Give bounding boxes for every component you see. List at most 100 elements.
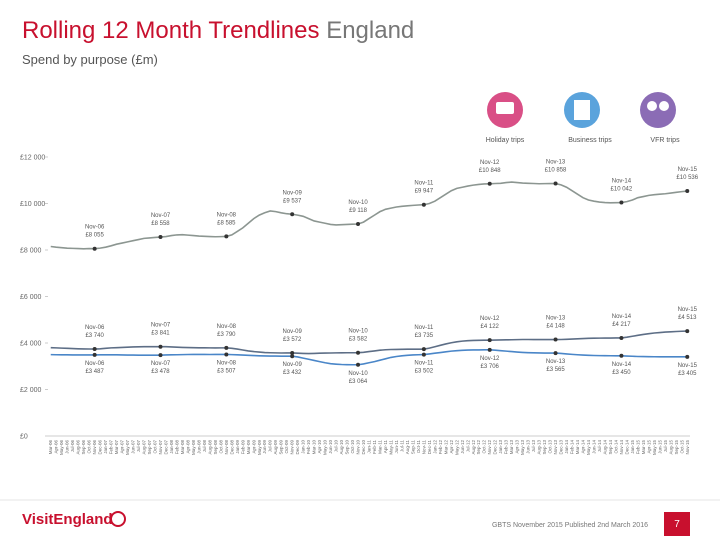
x-tick-label: Apr-11 [383,440,388,454]
annotation-date: Nov-14 [612,314,632,320]
x-tick-label: Mar-12 [443,440,448,455]
x-tick-label: Aug-09 [273,440,278,455]
chart-title: Rolling 12 Month Trendlines England [22,17,414,44]
x-tick-label: Aug-08 [207,440,212,455]
x-tick-label: Feb-12 [438,440,443,455]
x-tick-label: Nov-15 [685,440,690,455]
x-tick-label: Nov-08 [224,440,229,455]
x-tick-label: Aug-13 [537,440,542,455]
x-tick-label: Dec-08 [229,440,234,455]
x-tick-label: Nov-12 [487,440,492,455]
legend-icon-detail [659,101,669,111]
x-tick-label: Mar-11 [377,440,382,454]
x-tick-label: Jun-11 [394,440,399,454]
x-tick-label: Apr-12 [449,440,454,454]
annotation-dot [290,354,295,359]
annotation-date: Nov-15 [678,307,698,313]
x-tick-label: May-06 [59,440,64,456]
series-line [50,349,688,366]
x-tick-label: Oct-12 [482,440,487,454]
x-tick-label: Oct-11 [416,440,421,454]
legend-label: VFR trips [650,137,680,144]
legend-icon-detail [647,101,657,111]
x-tick-label: Nov-14 [619,440,624,455]
x-tick-label: Oct-10 [350,440,355,454]
x-tick-label: Apr-14 [581,440,586,454]
x-tick-label: Aug-07 [142,440,147,455]
annotation-date: Nov-08 [217,360,237,366]
annotation-dot [421,347,426,352]
annotation-value: £9 537 [283,198,302,204]
annotation-date: Nov-10 [348,329,368,335]
annotation-date: Nov-06 [85,361,105,367]
annotation-date: Nov-09 [283,190,303,196]
x-tick-label: Apr-06 [54,440,59,454]
x-tick-label: May-14 [586,440,591,456]
x-tick-label: Oct-09 [284,440,289,454]
annotation-date: Nov-10 [348,371,368,377]
annotation-dot [553,351,558,356]
chart-subtitle: Spend by purpose (£m) [22,52,158,67]
series-line [50,330,688,355]
annotation-value: £3 790 [217,332,236,338]
x-tick-label: Sep-09 [279,440,284,455]
annotation-value: £3 841 [151,331,170,337]
legend-icon-detail [574,100,590,120]
x-tick-label: Aug-12 [471,440,476,455]
title-region: England [326,17,414,44]
annotation-date: Nov-13 [546,160,566,166]
annotation-date: Nov-13 [546,316,566,322]
x-tick-label: Feb-14 [570,440,575,455]
x-tick-label: Jul-07 [136,440,141,453]
x-tick-label: Mar-06 [48,440,53,455]
annotation-date: Nov-15 [678,363,698,369]
annotation-dot [356,350,361,355]
legend-icon [640,92,676,128]
x-tick-label: Feb-13 [504,440,509,455]
x-tick-label: Oct-06 [87,440,92,454]
annotation-dot [685,354,690,359]
annotation-value: £3 432 [283,370,302,376]
x-tick-label: Jan-13 [498,440,503,454]
x-tick-label: Oct-14 [613,440,618,454]
annotation-dot [685,329,690,334]
x-tick-label: Jul-11 [399,440,404,452]
annotation-dot [685,189,690,194]
annotation-date: Nov-14 [612,179,632,185]
x-tick-label: Mar-10 [312,440,317,455]
annotation-value: £4 217 [612,322,631,328]
y-tick-label: £10 000 [20,201,45,208]
x-tick-label: Aug-15 [668,440,673,455]
x-tick-label: Jul-08 [202,440,207,453]
x-tick-label: Aug-14 [602,440,607,455]
x-tick-label: Apr-08 [185,440,190,454]
annotation-dot [224,234,229,239]
annotation-dot [92,246,97,251]
x-tick-label: Mar-07 [114,440,119,455]
annotation-value: £10 858 [545,168,567,174]
x-tick-label: Jun-12 [460,440,465,454]
annotation-dot [158,353,163,358]
x-tick-label: May-15 [652,440,657,456]
x-tick-label: Sep-11 [410,440,415,455]
annotation-value: £3 740 [85,333,104,339]
title-main: Rolling 12 Month Trendlines [22,17,320,44]
x-tick-label: Dec-13 [559,440,564,455]
annotation-value: £3 487 [85,369,104,375]
x-tick-label: Sep-14 [608,440,613,455]
x-tick-label: Sep-08 [213,440,218,455]
annotation-value: £3 735 [415,333,434,339]
x-tick-label: Oct-07 [153,440,158,454]
annotation-value: £8 558 [151,221,170,227]
x-tick-label: Sep-07 [147,440,152,455]
annotation-dot [290,350,295,355]
x-tick-label: Jun-09 [262,440,267,454]
x-tick-label: May-07 [125,440,130,456]
x-tick-label: Jun-10 [328,440,333,454]
x-tick-label: Jan-14 [564,440,569,454]
y-tick-label: £4 000 [20,341,42,348]
annotation-value: £3 450 [612,370,631,376]
annotation-value: £3 405 [678,371,697,377]
annotation-date: Nov-14 [612,362,632,368]
x-tick-label: Nov-09 [290,440,295,455]
